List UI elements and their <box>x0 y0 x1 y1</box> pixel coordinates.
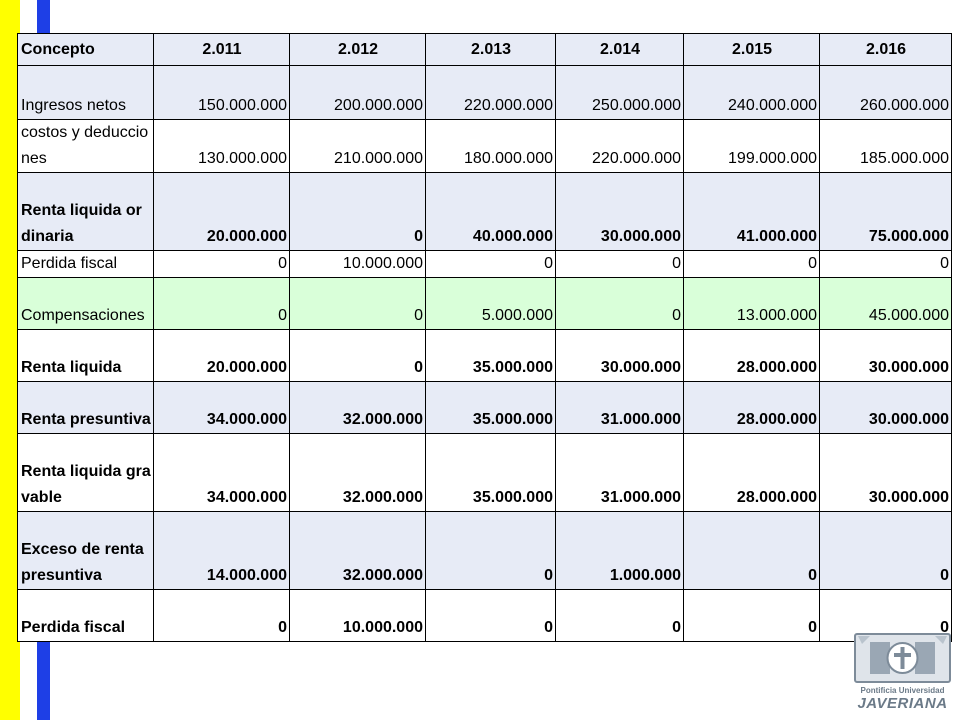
row-value: 40.000.000 <box>425 172 556 251</box>
row-value: 0 <box>289 277 426 330</box>
row-value: 180.000.000 <box>425 119 556 173</box>
row-value: 220.000.000 <box>555 119 684 173</box>
row-value: 14.000.000 <box>153 511 290 590</box>
row-label: Renta presuntiva <box>17 381 154 434</box>
row-value: 32.000.000 <box>289 511 426 590</box>
table-row: Renta liquida gravable 34.000.000 32.000… <box>17 433 952 512</box>
row-value: 31.000.000 <box>555 381 684 434</box>
row-value: 35.000.000 <box>425 381 556 434</box>
row-value: 13.000.000 <box>683 277 820 330</box>
row-label: Perdida fiscal <box>17 250 154 278</box>
row-value: 0 <box>683 511 820 590</box>
row-value: 20.000.000 <box>153 329 290 382</box>
row-value: 220.000.000 <box>425 65 556 120</box>
row-value: 0 <box>153 250 290 278</box>
row-value: 32.000.000 <box>289 381 426 434</box>
row-value: 75.000.000 <box>819 172 952 251</box>
row-value: 0 <box>555 277 684 330</box>
row-value: 240.000.000 <box>683 65 820 120</box>
row-value: 0 <box>555 250 684 278</box>
row-value: 28.000.000 <box>683 381 820 434</box>
row-label: Ingresos netos <box>17 65 154 120</box>
row-value: 210.000.000 <box>289 119 426 173</box>
row-value: 0 <box>289 329 426 382</box>
header-year: 2.016 <box>819 33 952 66</box>
row-value: 200.000.000 <box>289 65 426 120</box>
tax-table: Concepto 2.011 2.012 2.013 2.014 2.015 2… <box>17 33 952 642</box>
header-concepto: Concepto <box>17 33 154 66</box>
row-value: 185.000.000 <box>819 119 952 173</box>
left-yellow-bar <box>0 0 20 720</box>
row-value: 45.000.000 <box>819 277 952 330</box>
header-year: 2.014 <box>555 33 684 66</box>
row-value: 0 <box>425 589 556 642</box>
header-year: 2.015 <box>683 33 820 66</box>
table-row: Renta liquida ordinaria 20.000.000 0 40.… <box>17 172 952 251</box>
logo-line-1: Pontificia Universidad <box>860 686 945 695</box>
row-value: 34.000.000 <box>153 433 290 512</box>
row-value: 0 <box>425 250 556 278</box>
table-row: Perdida fiscal 0 10.000.000 0 0 0 0 <box>17 589 952 642</box>
row-value: 28.000.000 <box>683 433 820 512</box>
header-year: 2.011 <box>153 33 290 66</box>
row-value: 30.000.000 <box>819 433 952 512</box>
row-value: 30.000.000 <box>819 381 952 434</box>
row-value: 0 <box>683 589 820 642</box>
university-crest-icon <box>854 633 951 683</box>
row-value: 199.000.000 <box>683 119 820 173</box>
row-value: 5.000.000 <box>425 277 556 330</box>
row-value: 28.000.000 <box>683 329 820 382</box>
row-value: 41.000.000 <box>683 172 820 251</box>
row-value: 35.000.000 <box>425 329 556 382</box>
logo-line-2: JAVERIANA <box>857 695 948 712</box>
row-value: 0 <box>425 511 556 590</box>
row-value: 130.000.000 <box>153 119 290 173</box>
header-row: Concepto 2.011 2.012 2.013 2.014 2.015 2… <box>17 33 952 66</box>
table-row: Exceso de renta presuntiva 14.000.000 32… <box>17 511 952 590</box>
row-value: 0 <box>153 589 290 642</box>
table-row: Renta presuntiva 34.000.000 32.000.000 3… <box>17 381 952 434</box>
row-value: 1.000.000 <box>555 511 684 590</box>
row-label: Renta liquida <box>17 329 154 382</box>
row-value: 20.000.000 <box>153 172 290 251</box>
table-row: Renta liquida 20.000.000 0 35.000.000 30… <box>17 329 952 382</box>
row-label: Perdida fiscal <box>17 589 154 642</box>
header-year: 2.012 <box>289 33 426 66</box>
header-year: 2.013 <box>425 33 556 66</box>
row-label: Compensaciones <box>17 277 154 330</box>
table-row: costos y deducciones 130.000.000 210.000… <box>17 119 952 173</box>
table-row: Perdida fiscal 0 10.000.000 0 0 0 0 <box>17 250 952 278</box>
row-value: 10.000.000 <box>289 250 426 278</box>
row-value: 34.000.000 <box>153 381 290 434</box>
row-value: 260.000.000 <box>819 65 952 120</box>
row-label: costos y deducciones <box>17 119 154 173</box>
row-label: Exceso de renta presuntiva <box>17 511 154 590</box>
table-row: Ingresos netos 150.000.000 200.000.000 2… <box>17 65 952 120</box>
row-value: 30.000.000 <box>819 329 952 382</box>
row-value: 0 <box>555 589 684 642</box>
row-value: 35.000.000 <box>425 433 556 512</box>
row-value: 30.000.000 <box>555 172 684 251</box>
row-label: Renta liquida ordinaria <box>17 172 154 251</box>
row-value: 10.000.000 <box>289 589 426 642</box>
row-value: 31.000.000 <box>555 433 684 512</box>
row-value: 250.000.000 <box>555 65 684 120</box>
table-row: Compensaciones 0 0 5.000.000 0 13.000.00… <box>17 277 952 330</box>
row-value: 0 <box>289 172 426 251</box>
row-value: 0 <box>153 277 290 330</box>
row-value: 30.000.000 <box>555 329 684 382</box>
row-value: 32.000.000 <box>289 433 426 512</box>
row-value: 150.000.000 <box>153 65 290 120</box>
row-value: 0 <box>819 511 952 590</box>
row-label: Renta liquida gravable <box>17 433 154 512</box>
university-logo: Pontificia Universidad JAVERIANA <box>850 630 955 718</box>
row-value: 0 <box>819 250 952 278</box>
row-value: 0 <box>683 250 820 278</box>
